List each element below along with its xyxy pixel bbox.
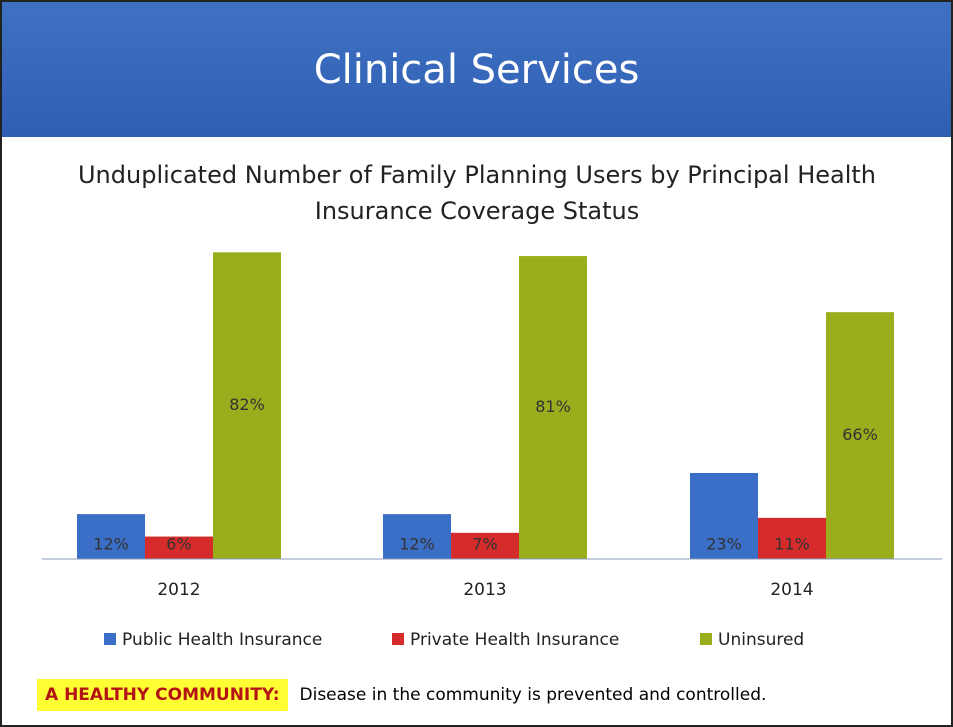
legend-label: Public Health Insurance: [122, 630, 322, 650]
data-label: 12%: [93, 535, 129, 554]
footer-text: Disease in the community is prevented an…: [299, 685, 767, 705]
bar: [451, 532, 519, 559]
x-tick-label: 2012: [157, 580, 200, 600]
bar: [213, 252, 281, 559]
legend-swatch: [392, 633, 404, 645]
chart-title: Unduplicated Number of Family Planning U…: [77, 161, 876, 225]
bar: [826, 312, 894, 559]
data-label: 11%: [774, 535, 810, 554]
data-label: 82%: [229, 395, 265, 414]
bar: [145, 536, 213, 559]
footer-label: A HEALTHY COMMUNITY:: [37, 679, 288, 711]
legend-label: Uninsured: [718, 630, 804, 650]
data-label: 81%: [535, 397, 571, 416]
legend-swatch: [700, 633, 712, 645]
data-label: 12%: [399, 535, 435, 554]
bar: [690, 472, 758, 559]
data-label: 66%: [842, 425, 878, 444]
x-tick-label: 2014: [770, 580, 813, 600]
footer: A HEALTHY COMMUNITY: Disease in the comm…: [37, 678, 766, 712]
header: Clinical Services: [2, 2, 951, 137]
bar: [758, 517, 826, 559]
bar: [383, 514, 451, 559]
bar: [77, 514, 145, 559]
bar: [519, 256, 587, 559]
data-label: 23%: [706, 535, 742, 554]
legend-swatch: [104, 633, 116, 645]
data-label: 7%: [472, 535, 497, 554]
legend-label: Private Health Insurance: [410, 630, 619, 650]
data-label: 6%: [166, 535, 191, 554]
slide-title: Clinical Services: [313, 46, 640, 93]
x-tick-label: 2013: [463, 580, 506, 600]
